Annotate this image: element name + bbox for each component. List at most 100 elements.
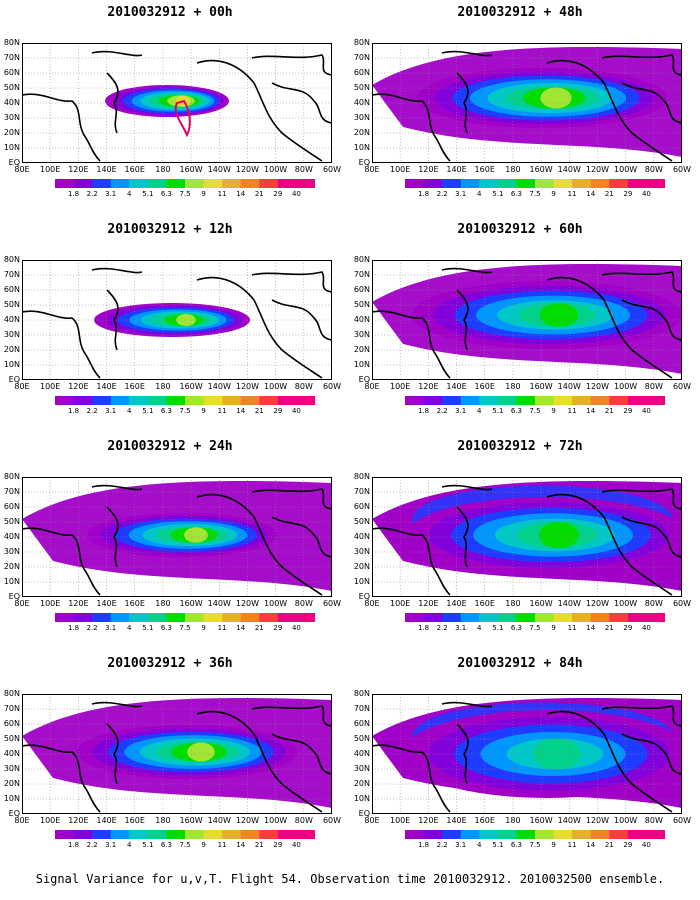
x-tick-label: 140W bbox=[207, 165, 231, 174]
colorbar-swatch bbox=[110, 396, 130, 405]
map-84h bbox=[372, 694, 682, 814]
x-tick-label: 80E bbox=[14, 382, 30, 391]
colorbar-label: 2.2 bbox=[86, 407, 98, 415]
colorbar-swatch bbox=[92, 613, 112, 622]
colorbar-swatch bbox=[572, 396, 592, 405]
x-tick-label: 100W bbox=[614, 816, 638, 825]
panel-title: 2010032912 + 36h bbox=[107, 656, 233, 671]
colorbar-swatch bbox=[590, 613, 610, 622]
colorbar-label: 29 bbox=[273, 407, 283, 415]
colorbar-swatch bbox=[296, 613, 315, 622]
colorbar-swatch bbox=[147, 613, 167, 622]
y-tick-label: 20N bbox=[3, 345, 20, 354]
colorbar-swatch bbox=[147, 396, 167, 405]
colorbar-swatch bbox=[646, 179, 665, 188]
y-tick-label: EQ bbox=[8, 592, 20, 601]
x-tick-label: 100E bbox=[390, 816, 411, 825]
colorbar-swatch bbox=[516, 830, 536, 839]
x-tick-label: 100W bbox=[264, 816, 288, 825]
map-frame bbox=[22, 260, 332, 380]
colorbar-label: 11 bbox=[217, 841, 227, 849]
x-tick-label: 100E bbox=[40, 816, 61, 825]
y-tick-label: 70N bbox=[3, 704, 20, 713]
colorbar-swatch bbox=[479, 830, 499, 839]
x-tick-label: 120E bbox=[68, 382, 89, 391]
colorbar bbox=[405, 830, 665, 839]
colorbar-swatch bbox=[423, 830, 443, 839]
colorbar-label: 7.5 bbox=[179, 841, 191, 849]
x-tick-label: 140W bbox=[207, 599, 231, 608]
y-tick-label: 10N bbox=[3, 577, 20, 586]
x-tick-label: 80E bbox=[364, 382, 380, 391]
x-tick-label: 80E bbox=[14, 165, 30, 174]
y-tick-label: 40N bbox=[3, 98, 20, 107]
colorbar-label: 1.8 bbox=[67, 190, 80, 198]
colorbar-label: 6.3 bbox=[510, 624, 522, 632]
colorbar-swatch bbox=[535, 613, 555, 622]
y-tick-label: EQ bbox=[358, 375, 370, 384]
colorbar-swatch bbox=[185, 179, 205, 188]
colorbar-swatch bbox=[55, 613, 75, 622]
colorbar-label: 40 bbox=[291, 407, 301, 415]
x-tick-label: 80E bbox=[14, 599, 30, 608]
colorbar-label: 14 bbox=[586, 624, 596, 632]
colorbar-label: 7.5 bbox=[529, 841, 541, 849]
variance-contour bbox=[540, 87, 572, 109]
panel-title: 2010032912 + 48h bbox=[457, 5, 583, 20]
x-tick-label: 80E bbox=[364, 165, 380, 174]
x-tick-label: 140E bbox=[96, 599, 117, 608]
x-tick-label: 140E bbox=[446, 382, 467, 391]
x-tick-label: 80E bbox=[364, 599, 380, 608]
colorbar-swatch bbox=[110, 830, 130, 839]
colorbar-swatch bbox=[497, 830, 517, 839]
colorbar-swatch bbox=[627, 179, 647, 188]
y-tick-label: 80N bbox=[3, 38, 20, 47]
y-tick-label: 50N bbox=[353, 300, 370, 309]
x-tick-label: 140W bbox=[207, 382, 231, 391]
panel-title: 2010032912 + 12h bbox=[107, 222, 233, 237]
variance-contour bbox=[187, 742, 215, 762]
colorbar-swatch bbox=[296, 179, 315, 188]
x-tick-label: 80W bbox=[644, 599, 663, 608]
colorbar-swatch bbox=[553, 396, 573, 405]
colorbar-swatch bbox=[460, 613, 480, 622]
colorbar-label: 21 bbox=[254, 841, 264, 849]
variance-contour bbox=[532, 738, 582, 770]
colorbar-swatch bbox=[423, 396, 443, 405]
colorbar-label: 14 bbox=[586, 190, 596, 198]
colorbar bbox=[55, 613, 315, 622]
y-tick-label: 30N bbox=[3, 330, 20, 339]
colorbar-swatch bbox=[627, 830, 647, 839]
colorbar bbox=[55, 179, 315, 188]
y-tick-label: 70N bbox=[353, 487, 370, 496]
panel-title: 2010032912 + 84h bbox=[457, 656, 583, 671]
colorbar-swatch bbox=[296, 830, 315, 839]
coastline bbox=[372, 50, 682, 162]
colorbar-swatch bbox=[259, 613, 279, 622]
colorbar-swatch bbox=[442, 613, 462, 622]
y-tick-label: 20N bbox=[353, 345, 370, 354]
variance-contour bbox=[176, 314, 196, 326]
colorbar-swatch bbox=[497, 613, 517, 622]
y-tick-label: EQ bbox=[8, 158, 20, 167]
colorbar-swatch bbox=[55, 179, 75, 188]
y-tick-label: 20N bbox=[3, 779, 20, 788]
colorbar-swatch bbox=[442, 396, 462, 405]
x-tick-label: 160W bbox=[529, 816, 553, 825]
colorbar-label: 40 bbox=[641, 407, 651, 415]
x-tick-label: 100E bbox=[390, 165, 411, 174]
y-tick-label: EQ bbox=[8, 809, 20, 818]
coastline bbox=[22, 484, 332, 596]
y-tick-label: 40N bbox=[353, 532, 370, 541]
map-00h bbox=[22, 43, 332, 163]
colorbar-swatch bbox=[166, 179, 186, 188]
x-tick-label: 120E bbox=[68, 599, 89, 608]
colorbar-label: 1.8 bbox=[67, 841, 80, 849]
colorbar-swatch bbox=[553, 830, 573, 839]
colorbar-label: 3.1 bbox=[455, 190, 467, 198]
y-tick-label: 70N bbox=[3, 270, 20, 279]
panel-title: 2010032912 + 24h bbox=[107, 439, 233, 454]
colorbar-label: 29 bbox=[623, 624, 633, 632]
panel-title: 2010032912 + 72h bbox=[457, 439, 583, 454]
map-24h bbox=[22, 477, 332, 597]
